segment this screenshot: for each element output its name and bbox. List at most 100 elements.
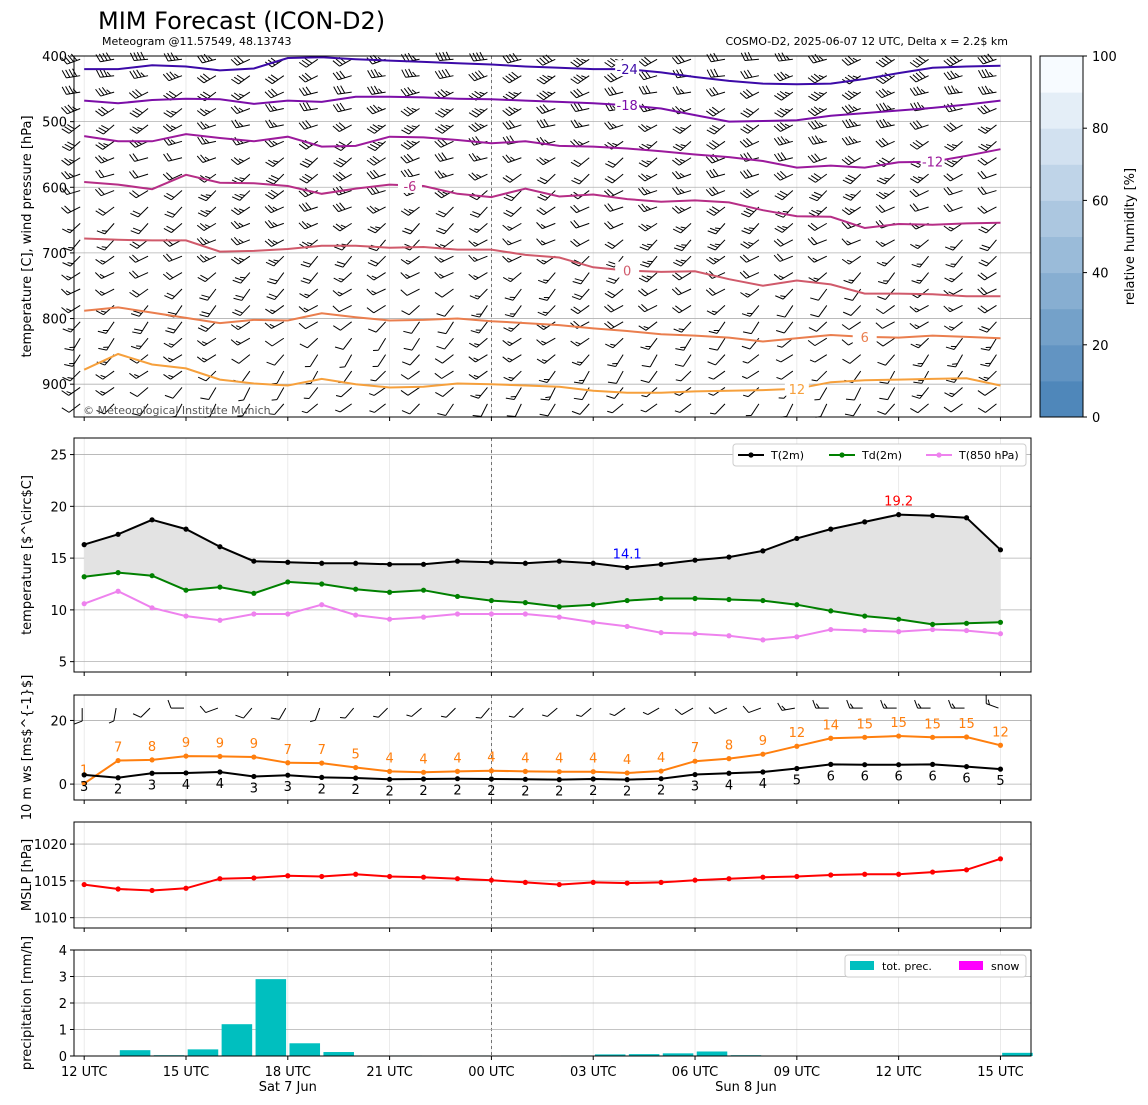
wind-barb-feather xyxy=(607,290,616,297)
wind-barb-feather xyxy=(370,69,376,78)
wind-barb-feather xyxy=(814,153,821,161)
wind-barb-feather xyxy=(811,121,818,129)
wind-barb-feather xyxy=(708,108,717,115)
wind-barb-feather xyxy=(134,374,140,378)
wind-barb-feather xyxy=(743,110,751,116)
wind-barb-feather xyxy=(980,272,988,279)
wind-barb-feather xyxy=(847,90,856,97)
wind-barb-feather xyxy=(847,56,855,63)
data-label: 14 xyxy=(823,718,840,733)
wind-barb-feather xyxy=(675,126,683,132)
wind-barb-feather xyxy=(335,123,343,131)
wind-barb xyxy=(647,255,658,268)
wind-barb-feather xyxy=(98,87,105,96)
wind-barb-feather xyxy=(269,278,278,282)
wind-barb-feather xyxy=(577,102,583,111)
data-point xyxy=(590,769,596,775)
wind-barb-feather xyxy=(502,238,509,246)
wind-barb-feather xyxy=(400,144,409,150)
wind-barb-feather xyxy=(807,238,815,246)
wind-barb-feather xyxy=(162,173,170,181)
wind-barb-feather xyxy=(743,241,751,247)
wind-barb-feather xyxy=(740,292,748,298)
wind-barb-feather xyxy=(339,102,346,111)
wind-barb-feather xyxy=(230,94,239,101)
data-point xyxy=(963,763,970,770)
wind-barb-feather xyxy=(438,70,444,79)
wind-barb-feather xyxy=(400,289,408,296)
data-point xyxy=(387,873,393,880)
wind-barb-feather xyxy=(129,154,135,162)
wind-barb-feather xyxy=(268,177,277,182)
wind-barb-feather xyxy=(604,222,611,230)
wind-barb xyxy=(140,707,151,718)
wind-barb-feather xyxy=(776,172,784,180)
data-point xyxy=(726,756,732,762)
wind-barb-feather xyxy=(739,192,748,199)
wind-barb-feather xyxy=(234,177,243,182)
wind-barb-feather xyxy=(983,104,991,112)
wind-barb-feather xyxy=(573,204,580,212)
data-label: 2 xyxy=(114,783,122,798)
wind-barb-feather xyxy=(475,717,482,719)
wind-barb-feather xyxy=(204,109,211,113)
wind-barb-feather xyxy=(641,275,650,281)
wind-barb-feather xyxy=(411,107,417,111)
wind-barb xyxy=(542,337,556,346)
extreme-annotation: 14.1 xyxy=(613,547,642,562)
wind-barb-feather xyxy=(200,236,207,244)
wind-barb-feather xyxy=(302,277,312,282)
wind-barb xyxy=(781,222,794,233)
wind-barb-feather xyxy=(779,90,788,97)
wind-barb-feather xyxy=(64,157,72,164)
x-tick-label: 12 UTC xyxy=(61,1065,107,1080)
wind-barb xyxy=(984,304,997,314)
wind-barb-feather xyxy=(502,77,510,84)
wind-barb-feather xyxy=(271,88,278,96)
x-tick-label: 18 UTC xyxy=(265,1065,311,1080)
wind-barb-feather xyxy=(95,69,101,78)
wind-barb-feather xyxy=(680,144,686,147)
wind-barb-feather xyxy=(945,263,954,268)
wind-barb-feather xyxy=(776,330,785,334)
wind-barb-field xyxy=(61,51,997,418)
wind-barb-feather xyxy=(611,123,617,128)
wind-barb-feather xyxy=(101,106,109,113)
wind-barb-feather xyxy=(403,347,413,351)
wind-barb-feather xyxy=(641,394,647,398)
wind-barb-feather xyxy=(61,86,67,95)
wind-barb-feather xyxy=(98,155,105,163)
wind-barb xyxy=(915,206,929,212)
data-point xyxy=(319,873,325,880)
wind-barb-feather xyxy=(740,112,749,118)
wind-barb xyxy=(813,239,827,246)
wind-barb xyxy=(307,337,319,349)
wind-barb-feather xyxy=(980,126,989,132)
wind-barb-feather xyxy=(238,107,244,112)
wind-barb-feather xyxy=(807,122,814,130)
wind-barb xyxy=(816,206,828,217)
wind-barb-feather xyxy=(503,327,512,332)
wind-barb xyxy=(814,222,828,231)
wind-barb-feather xyxy=(61,70,67,79)
wind-barb-feather xyxy=(468,374,477,380)
wind-barb-feather xyxy=(299,103,305,112)
wind-barb-feather xyxy=(849,703,854,709)
wind-barb-feather xyxy=(915,57,924,64)
wind-barb xyxy=(344,354,353,368)
data-point xyxy=(183,770,189,776)
wind-barb-feather xyxy=(612,142,618,146)
wind-barb xyxy=(340,387,353,398)
wind-barb-feather xyxy=(199,254,207,262)
wind-barb-feather xyxy=(301,221,309,228)
wind-barb-feather xyxy=(708,707,716,714)
wind-barb xyxy=(784,305,794,318)
x-tick-label: 12 UTC xyxy=(875,1065,921,1080)
wind-barb-feather xyxy=(947,85,953,94)
wind-barb-feather xyxy=(813,106,822,113)
wind-barb xyxy=(818,288,828,301)
wind-barb xyxy=(985,223,997,234)
wind-barb-feather xyxy=(435,230,445,235)
y-tick-label: 15 xyxy=(50,552,67,567)
wind-barb xyxy=(204,272,217,282)
